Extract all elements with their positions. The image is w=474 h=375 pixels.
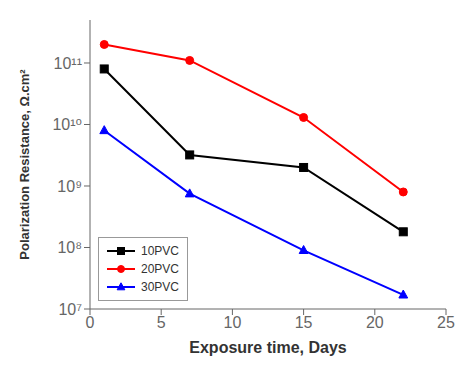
html-text:20PVC: 20PVC	[141, 262, 179, 276]
html-text:30PVC: 30PVC	[141, 280, 179, 294]
svg-text:0: 0	[86, 314, 95, 331]
svg-text:10: 10	[224, 314, 242, 331]
svg-text:10¹¹: 10¹¹	[54, 55, 82, 72]
svg-text:5: 5	[157, 314, 166, 331]
svg-text:10⁹: 10⁹	[57, 178, 82, 195]
svg-text:10⁷: 10⁷	[58, 301, 82, 318]
svg-text:10¹⁰: 10¹⁰	[52, 116, 82, 133]
svg-text:25: 25	[437, 314, 455, 331]
svg-text:15: 15	[295, 314, 313, 331]
svg-text:10⁸: 10⁸	[57, 239, 82, 256]
svg-text:20: 20	[366, 314, 384, 331]
html-text:10PVC: 10PVC	[141, 244, 179, 258]
svg-text:Exposure time, Days: Exposure time, Days	[189, 339, 347, 356]
svg-text:Polarization Resistance, Ω.cm²: Polarization Resistance, Ω.cm²	[17, 69, 32, 260]
